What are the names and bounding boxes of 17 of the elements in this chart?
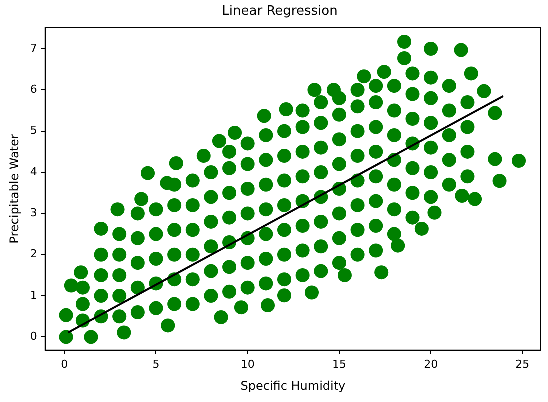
x-tick-label: 25 xyxy=(516,358,530,371)
y-tick-label: 6 xyxy=(30,83,38,96)
y-tick-label: 1 xyxy=(30,288,38,302)
y-tick-label: 2 xyxy=(30,248,38,261)
y-axis-title: Precipitable Water xyxy=(7,134,22,244)
y-tick-label: 5 xyxy=(30,124,38,138)
y-tick-label: 0 xyxy=(30,330,38,344)
x-tick-label: 10 xyxy=(240,358,255,371)
y-tick-label: 7 xyxy=(30,42,38,55)
chart-title: Linear Regression xyxy=(222,4,338,20)
x-tick-label: 20 xyxy=(424,358,438,371)
y-tick-label: 4 xyxy=(30,165,38,178)
x-tick-label: 5 xyxy=(152,358,160,371)
x-tick-label: 15 xyxy=(332,358,346,371)
y-tick-label: 3 xyxy=(30,206,38,220)
x-axis-title: Specific Humidity xyxy=(240,378,346,393)
x-tick-label: 0 xyxy=(61,358,68,371)
